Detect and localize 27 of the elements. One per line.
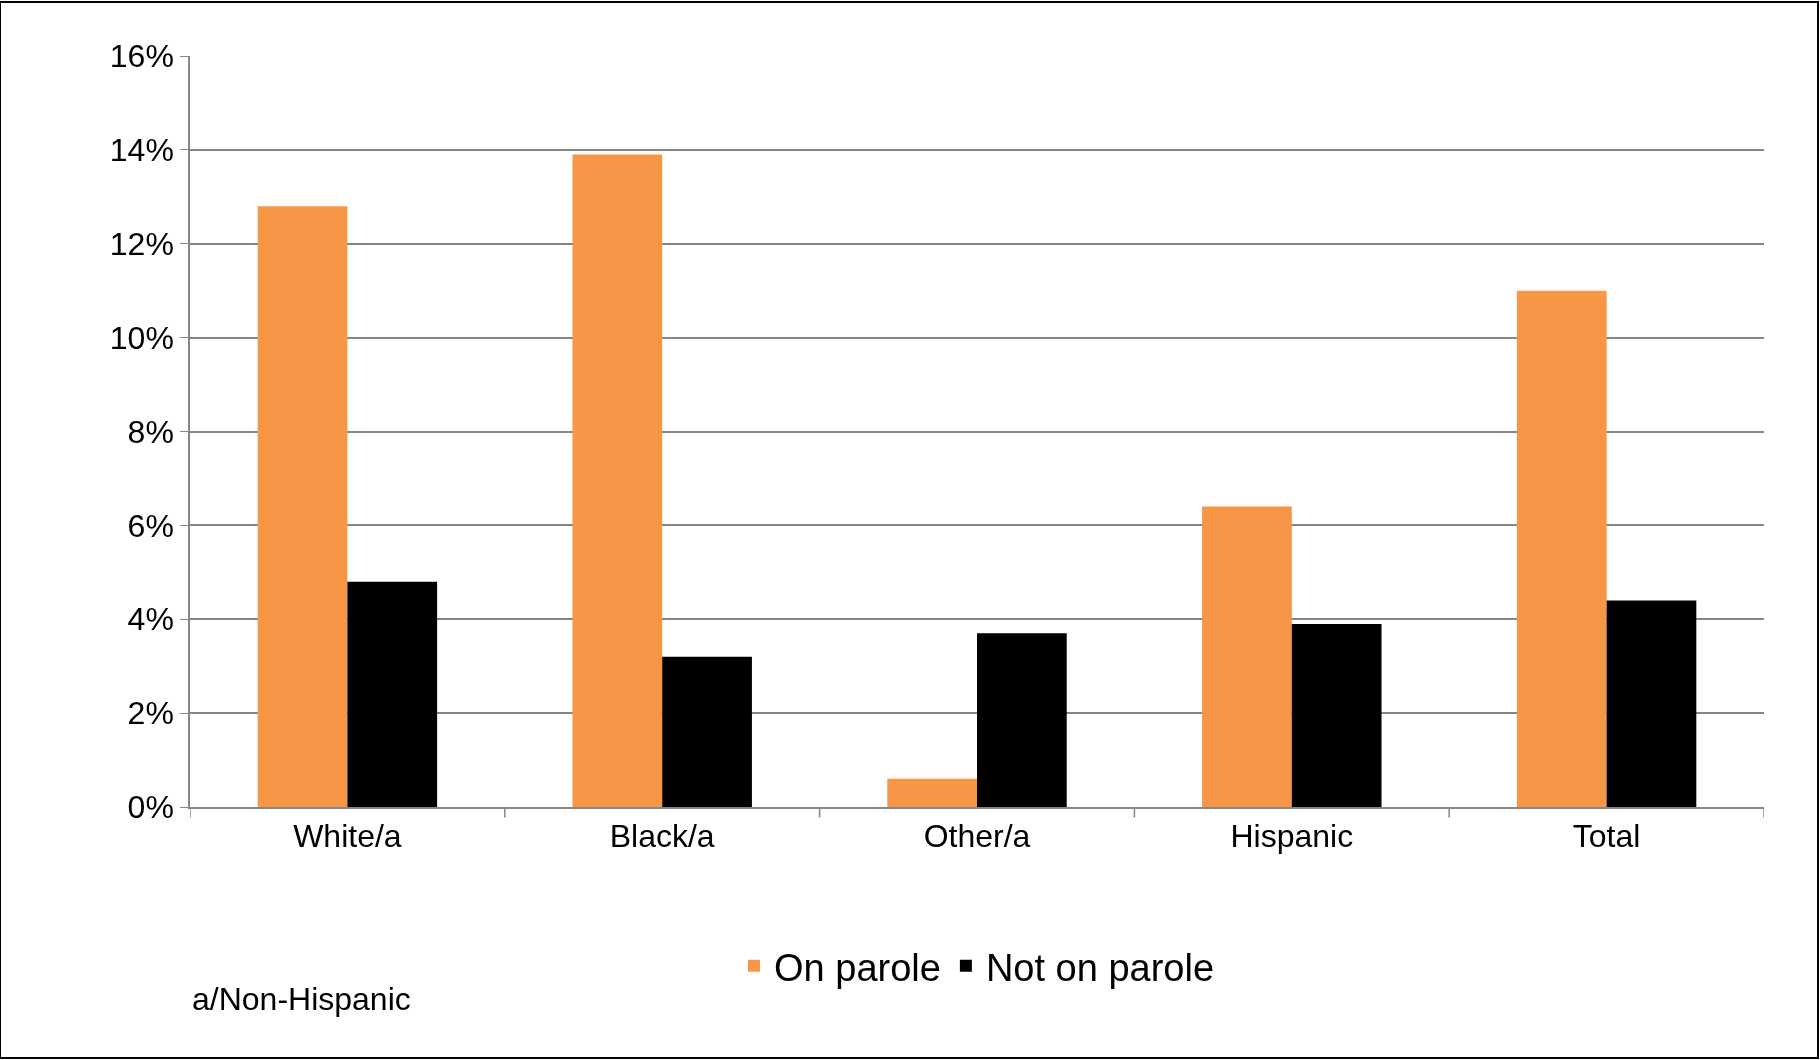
legend-label: On parole: [774, 946, 941, 989]
bar: [257, 206, 348, 807]
text: a/Non-Hispanic: [192, 981, 411, 1017]
legend-label: Not on parole: [985, 946, 1215, 989]
bar: [977, 633, 1067, 807]
y-tick-label: 0%: [127, 789, 174, 826]
y-tick-label: 12%: [109, 225, 174, 262]
bar: [887, 778, 977, 807]
bar: [1516, 290, 1607, 807]
y-tick-label: 4%: [127, 601, 174, 638]
x-tick-label: White/a: [293, 818, 402, 855]
x-tick-label: Other/a: [923, 818, 1031, 855]
x-tick-label: Total: [1572, 818, 1641, 855]
y-tick-label: 10%: [109, 319, 174, 356]
y-tick-label: 16%: [109, 38, 174, 75]
y-tick-label: 6%: [127, 507, 174, 544]
x-tick-label: Hispanic: [1230, 818, 1354, 855]
bar: [572, 154, 663, 807]
y-tick-label: 14%: [109, 132, 174, 169]
bar: [662, 656, 752, 807]
x-tick-label: Black/a: [609, 818, 715, 855]
bar: [1606, 600, 1697, 807]
y-tick-label: 8%: [127, 413, 174, 450]
bar: [347, 581, 438, 807]
bar: [1291, 623, 1382, 807]
bar: [1202, 506, 1292, 807]
y-tick-label: 2%: [127, 695, 174, 732]
